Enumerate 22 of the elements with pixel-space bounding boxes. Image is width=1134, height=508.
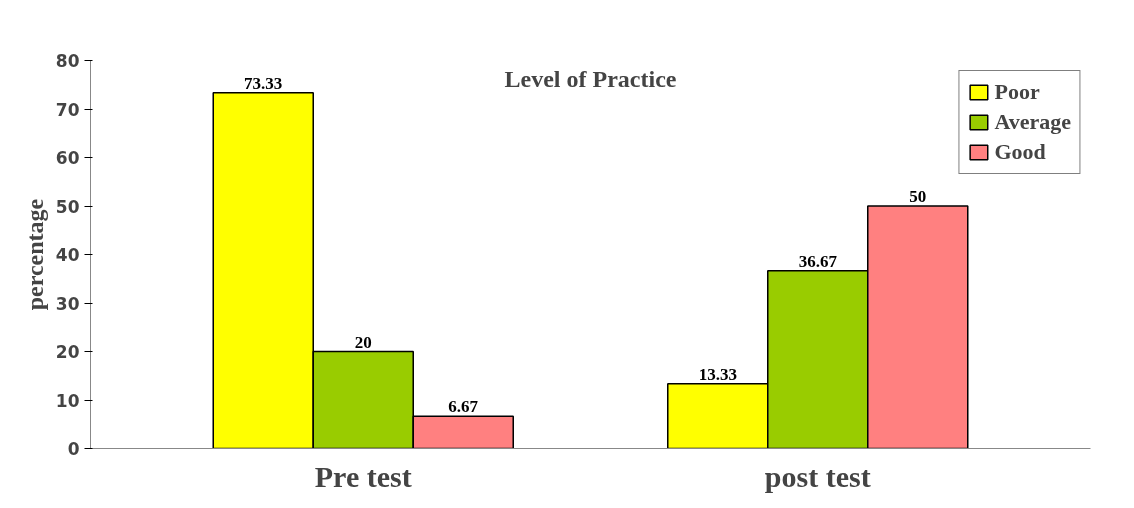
y-tick-label: 80 [55,51,80,71]
x-tick-label: post test [764,459,871,493]
y-tick-label: 20 [55,342,80,362]
y-axis-title: percentage [21,198,48,311]
legend-label: Poor [994,79,1040,105]
data-label: 13.33 [698,364,737,384]
legend-label: Good [994,139,1046,165]
chart-title: Level of Practice [504,65,677,92]
y-tick-label: 50 [55,196,80,217]
data-label: 20 [354,332,372,352]
y-tick-label: 40 [55,245,80,265]
data-label: 6.67 [448,397,479,417]
data-label: 36.67 [798,251,838,271]
y-tick-label: 10 [55,390,80,411]
data-label: 50 [909,187,927,206]
y-tick-label: 70 [55,99,80,120]
y-tick-label: 30 [55,293,80,314]
legend-label: Average [994,109,1071,135]
data-label: 73.33 [244,73,283,93]
x-tick-label: Pre test [314,459,412,493]
y-tick-label: 0 [67,439,80,459]
y-tick-label: 60 [55,148,80,168]
